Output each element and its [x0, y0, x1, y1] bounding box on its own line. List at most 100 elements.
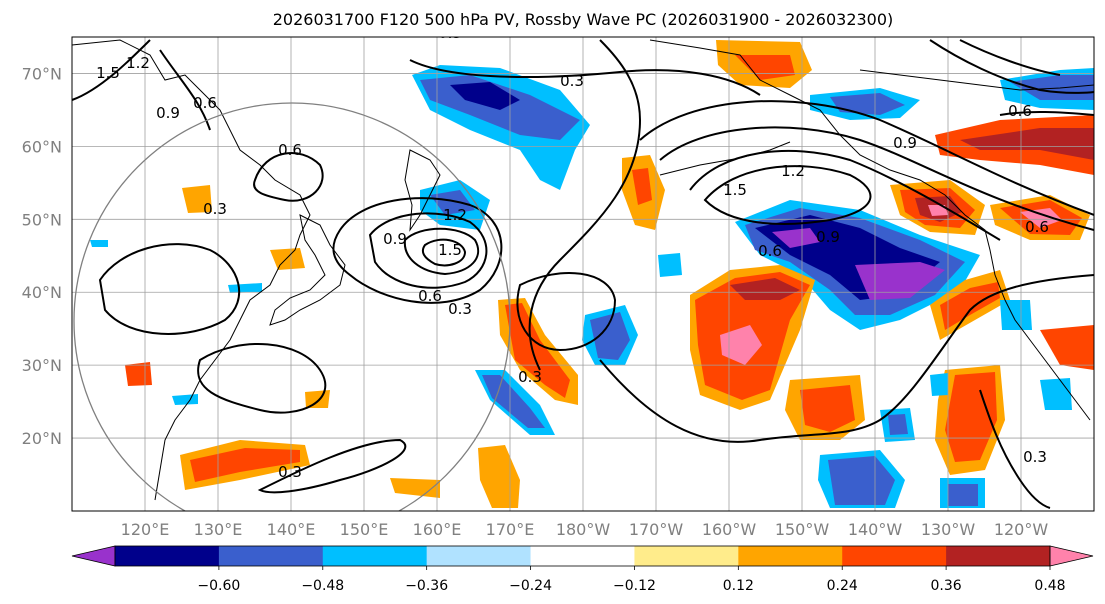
pv-contours	[72, 39, 1094, 509]
negative-anomaly-region	[450, 82, 520, 110]
longitude-label: 150°E	[340, 520, 389, 539]
pv-contour	[659, 126, 1094, 231]
colorbar-segment	[634, 546, 739, 566]
contour-label: 0.6	[278, 141, 302, 159]
contour-label: 1.2	[443, 206, 467, 224]
pv-contour	[959, 39, 1061, 76]
pv-contour	[528, 39, 642, 371]
contour-label: 0.9	[383, 230, 407, 248]
colorbar-tick-label: 0.24	[827, 578, 858, 594]
latitude-label: 70°N	[22, 64, 62, 83]
colorbar-segment	[218, 546, 324, 566]
positive-anomaly-region	[190, 448, 300, 482]
arctic-coastline	[859, 69, 1094, 91]
positive-anomaly-region	[505, 303, 570, 398]
contour-label: 1.5	[438, 241, 462, 259]
pv-contour	[98, 243, 241, 335]
colorbar-segment	[946, 546, 1051, 566]
colorbar-tick-label: −0.48	[301, 578, 344, 594]
pv-contour	[368, 212, 488, 289]
colorbar-extend-min	[71, 545, 116, 567]
reference-circle	[73, 102, 511, 511]
contour-label: 0.6	[418, 287, 442, 305]
positive-anomaly-region	[720, 325, 762, 365]
pv-contour	[332, 197, 503, 304]
contour-label: 0.3	[560, 72, 584, 90]
longitude-label: 170°W	[629, 520, 684, 539]
pv-contour	[159, 49, 211, 131]
map-frame	[71, 36, 1095, 512]
negative-anomaly-region	[90, 240, 108, 247]
contour-label: 0.3	[278, 463, 302, 481]
negative-anomaly-region	[772, 228, 820, 248]
colorbar-segment	[530, 546, 635, 566]
positive-anomaly-region	[928, 205, 948, 216]
contour-label: 0.6	[1025, 218, 1049, 236]
negative-anomaly-region	[888, 414, 908, 435]
map-gridlines	[72, 37, 1094, 511]
kamchatka-coastline	[404, 149, 441, 232]
negative-anomaly-region	[1000, 300, 1032, 330]
negative-anomaly-region	[1040, 378, 1072, 410]
positive-anomaly-region	[390, 478, 440, 498]
colorbar-segment	[115, 546, 220, 566]
positive-anomaly-region	[270, 248, 305, 270]
colorbar-tick-label: −0.12	[613, 578, 656, 594]
positive-anomaly-region	[960, 128, 1094, 160]
positive-anomaly-region	[945, 372, 997, 462]
contour-label: 0.3	[448, 300, 472, 318]
contour-label: 1.2	[126, 54, 150, 72]
negative-anomaly-region	[828, 456, 895, 505]
positive-anomaly-region	[940, 282, 1000, 330]
longitude-label: 180°W	[556, 520, 611, 539]
pv-contour	[639, 100, 1094, 216]
negative-anomaly-region	[590, 312, 630, 360]
longitude-label: 160°W	[702, 520, 757, 539]
positive-anomaly-region	[800, 385, 855, 432]
pv-contour	[403, 227, 480, 276]
contour-label: 0.6	[758, 242, 782, 260]
pv-contour	[703, 165, 872, 225]
latitude-label: 40°N	[22, 283, 62, 302]
colorbar-tick-label: 0.48	[1034, 578, 1065, 594]
longitude-label: 160°E	[413, 520, 462, 539]
longitude-label: 120°E	[121, 520, 170, 539]
contour-label: 0.6	[193, 94, 217, 112]
alaska-coastline	[649, 39, 996, 276]
map-panel: 0.3 0.3 0.3 0.3 0.3 0.3 0.3 0.6 0.6 0.6 0.6 0.6 0.6 0…	[71, 36, 1095, 512]
contour-label: 0.3	[518, 368, 542, 386]
contour-label: 0.9	[156, 104, 180, 122]
figure-title: 2026031700 F120 500 hPa PV, Rossby Wave …	[273, 10, 894, 29]
pv-contour	[979, 389, 1051, 509]
contour-label: 1.5	[723, 181, 747, 199]
coastlines	[72, 39, 1094, 501]
colorbar-segment	[322, 546, 428, 566]
colorbar-tick-label: −0.60	[197, 578, 240, 594]
colorbar-tick-labels: −0.60 −0.48 −0.36 −0.24 −0.12 0.12 0.24 0.36 0.4…	[197, 566, 1066, 594]
pv-contour	[999, 110, 1094, 116]
longitude-label: 140°W	[848, 520, 903, 539]
longitude-label: 170°E	[486, 520, 535, 539]
positive-anomaly-region	[1020, 208, 1062, 228]
negative-anomaly-region	[228, 283, 262, 293]
positive-anomaly-region	[182, 185, 212, 213]
longitude-label: 120°W	[994, 520, 1049, 539]
positive-anomaly-region	[125, 362, 152, 386]
contour-label: 0.3	[1023, 448, 1047, 466]
positive-anomaly-region	[478, 445, 520, 508]
negative-anomaly-region	[430, 190, 475, 215]
colorbar-extend-max	[1049, 545, 1094, 567]
colorbar-segment	[738, 546, 843, 566]
pv-contour	[929, 39, 1094, 94]
longitude-labels: 120°E 130°E 140°E 150°E 160°E 170°E 180°W 170°W…	[121, 520, 1049, 539]
negative-anomaly-region	[658, 253, 682, 277]
negative-anomaly-region	[948, 484, 978, 506]
contour-labels: 0.3 0.3 0.3 0.3 0.3 0.3 0.3 0.6 0.6 0.6 0.6 0.6 0.6 0…	[96, 37, 1049, 481]
longitude-label: 130°W	[921, 520, 976, 539]
longitude-label: 150°W	[775, 520, 830, 539]
pv-contour	[197, 343, 327, 414]
pv-contour	[599, 274, 1094, 443]
latitude-label: 20°N	[22, 429, 62, 448]
asia-coastline	[72, 39, 311, 501]
